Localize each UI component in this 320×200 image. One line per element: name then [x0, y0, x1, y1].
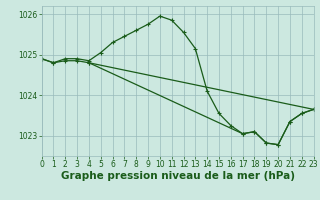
X-axis label: Graphe pression niveau de la mer (hPa): Graphe pression niveau de la mer (hPa) — [60, 171, 295, 181]
